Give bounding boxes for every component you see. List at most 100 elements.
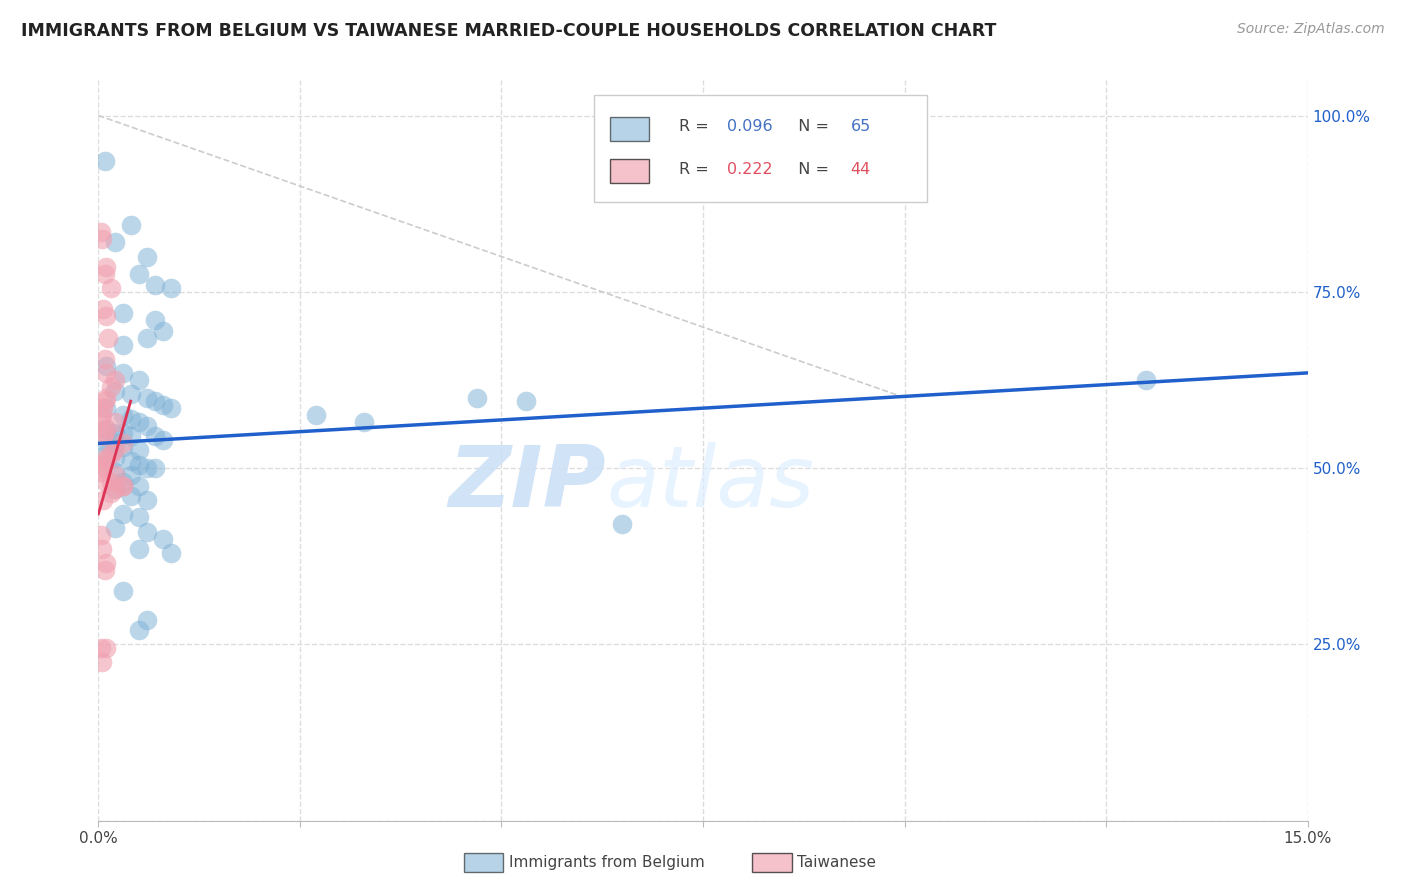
FancyBboxPatch shape <box>610 160 650 183</box>
Point <box>100 380 122 394</box>
Point <box>135 331 157 345</box>
Point <box>96 447 118 461</box>
Text: 44: 44 <box>851 161 870 177</box>
Point <box>103 415 125 429</box>
Point <box>91 492 114 507</box>
Text: atlas: atlas <box>606 442 814 525</box>
Point <box>96 556 118 570</box>
Point <box>111 584 134 599</box>
Point <box>143 461 166 475</box>
Text: Source: ZipAtlas.com: Source: ZipAtlas.com <box>1237 22 1385 37</box>
Point <box>91 232 114 246</box>
Point <box>90 411 112 425</box>
Point <box>94 394 117 409</box>
Point <box>103 482 125 496</box>
Point <box>152 433 174 447</box>
Point <box>100 475 122 490</box>
Text: IMMIGRANTS FROM BELGIUM VS TAIWANESE MARRIED-COUPLE HOUSEHOLDS CORRELATION CHART: IMMIGRANTS FROM BELGIUM VS TAIWANESE MAR… <box>21 22 997 40</box>
Point <box>96 310 118 324</box>
Point <box>128 479 150 493</box>
Point <box>160 546 183 560</box>
Point <box>111 408 134 422</box>
Point <box>111 436 134 450</box>
Point <box>120 468 142 483</box>
FancyBboxPatch shape <box>595 95 927 202</box>
Point <box>94 351 117 366</box>
Point <box>90 225 112 239</box>
FancyBboxPatch shape <box>610 117 650 141</box>
Point <box>128 510 150 524</box>
Point <box>103 482 125 496</box>
Point <box>128 458 150 472</box>
Point <box>103 373 125 387</box>
Point <box>100 485 122 500</box>
Point <box>96 422 118 436</box>
Point <box>97 331 120 345</box>
Point <box>103 443 125 458</box>
Point <box>91 458 114 472</box>
Point <box>465 391 488 405</box>
Point <box>103 468 125 483</box>
Point <box>120 489 142 503</box>
Point <box>135 391 157 405</box>
Point <box>96 366 118 380</box>
Point <box>96 436 118 450</box>
Text: R =: R = <box>679 161 714 177</box>
Point <box>90 640 112 655</box>
Point <box>96 450 118 465</box>
Point <box>96 640 118 655</box>
Point <box>111 479 134 493</box>
Point <box>143 394 166 409</box>
Point <box>96 260 118 274</box>
Point <box>160 401 183 416</box>
Point <box>103 235 125 250</box>
Point <box>143 429 166 443</box>
Point <box>120 387 142 401</box>
Point <box>96 391 118 405</box>
Point <box>96 359 118 373</box>
Point <box>90 542 112 557</box>
Point <box>128 542 150 557</box>
Point <box>1135 373 1157 387</box>
Point <box>160 281 183 295</box>
Point <box>515 394 537 409</box>
Point <box>128 373 150 387</box>
Point <box>135 418 157 433</box>
Text: Immigrants from Belgium: Immigrants from Belgium <box>509 855 704 870</box>
Text: N =: N = <box>787 120 834 135</box>
Point <box>90 408 112 422</box>
Point <box>120 429 142 443</box>
Point <box>90 461 112 475</box>
Point <box>96 401 118 416</box>
Point <box>152 532 174 546</box>
Point <box>135 461 157 475</box>
Point <box>96 475 118 490</box>
Point <box>120 454 142 468</box>
Point <box>103 436 125 450</box>
Point <box>111 425 134 440</box>
Point <box>91 429 114 443</box>
Point <box>111 306 134 320</box>
Point <box>103 465 125 479</box>
Point <box>111 475 134 490</box>
Point <box>143 313 166 327</box>
Text: 65: 65 <box>851 120 870 135</box>
Point <box>90 655 112 669</box>
Point <box>135 492 157 507</box>
Point <box>612 517 634 532</box>
Point <box>91 401 114 416</box>
Point <box>111 479 134 493</box>
Text: Taiwanese: Taiwanese <box>797 855 876 870</box>
Point <box>91 302 114 317</box>
Point <box>128 624 150 638</box>
Point <box>111 337 134 351</box>
Point <box>111 507 134 521</box>
Text: 0.096: 0.096 <box>727 120 773 135</box>
Point <box>120 218 142 232</box>
Point <box>120 411 142 425</box>
Text: 0.222: 0.222 <box>727 161 773 177</box>
Point <box>128 267 150 281</box>
Point <box>100 281 122 295</box>
Point <box>111 366 134 380</box>
Point <box>152 398 174 412</box>
